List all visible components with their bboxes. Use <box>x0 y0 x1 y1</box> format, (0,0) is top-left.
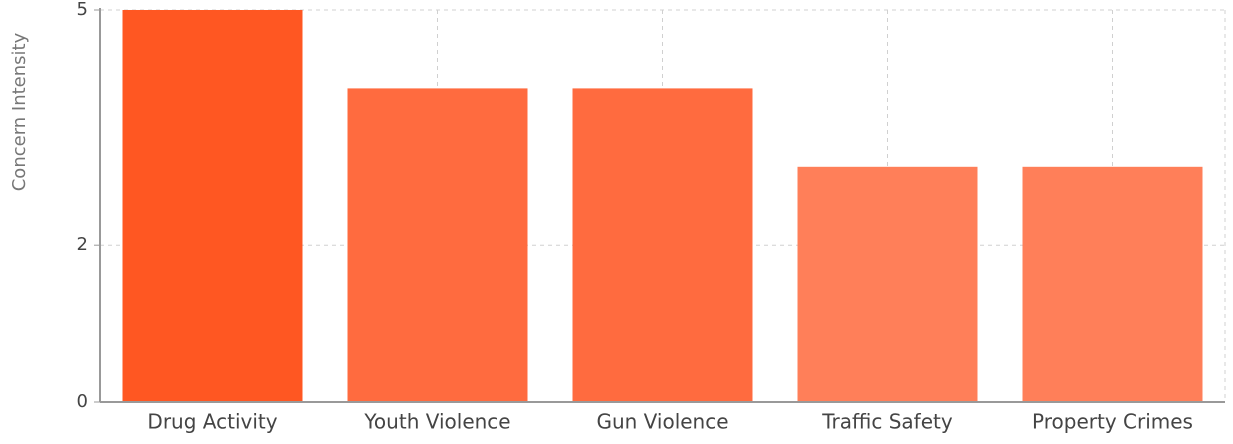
y-tick-label: 2 <box>77 234 88 255</box>
x-tick-label: Drug Activity <box>147 410 277 434</box>
x-tick-label: Gun Violence <box>596 410 728 434</box>
bar <box>347 88 528 403</box>
x-tick-label: Property Crimes <box>1032 410 1193 434</box>
bar <box>572 88 753 403</box>
bar <box>1022 166 1203 402</box>
x-tick-label: Youth Violence <box>363 410 510 434</box>
bar <box>797 166 978 402</box>
x-tick-label: Traffic Safety <box>821 410 953 434</box>
bar <box>122 10 303 402</box>
y-axis-label: Concern Intensity <box>9 32 30 191</box>
y-tick-label: 0 <box>77 391 88 412</box>
y-tick-label: 5 <box>77 0 88 20</box>
